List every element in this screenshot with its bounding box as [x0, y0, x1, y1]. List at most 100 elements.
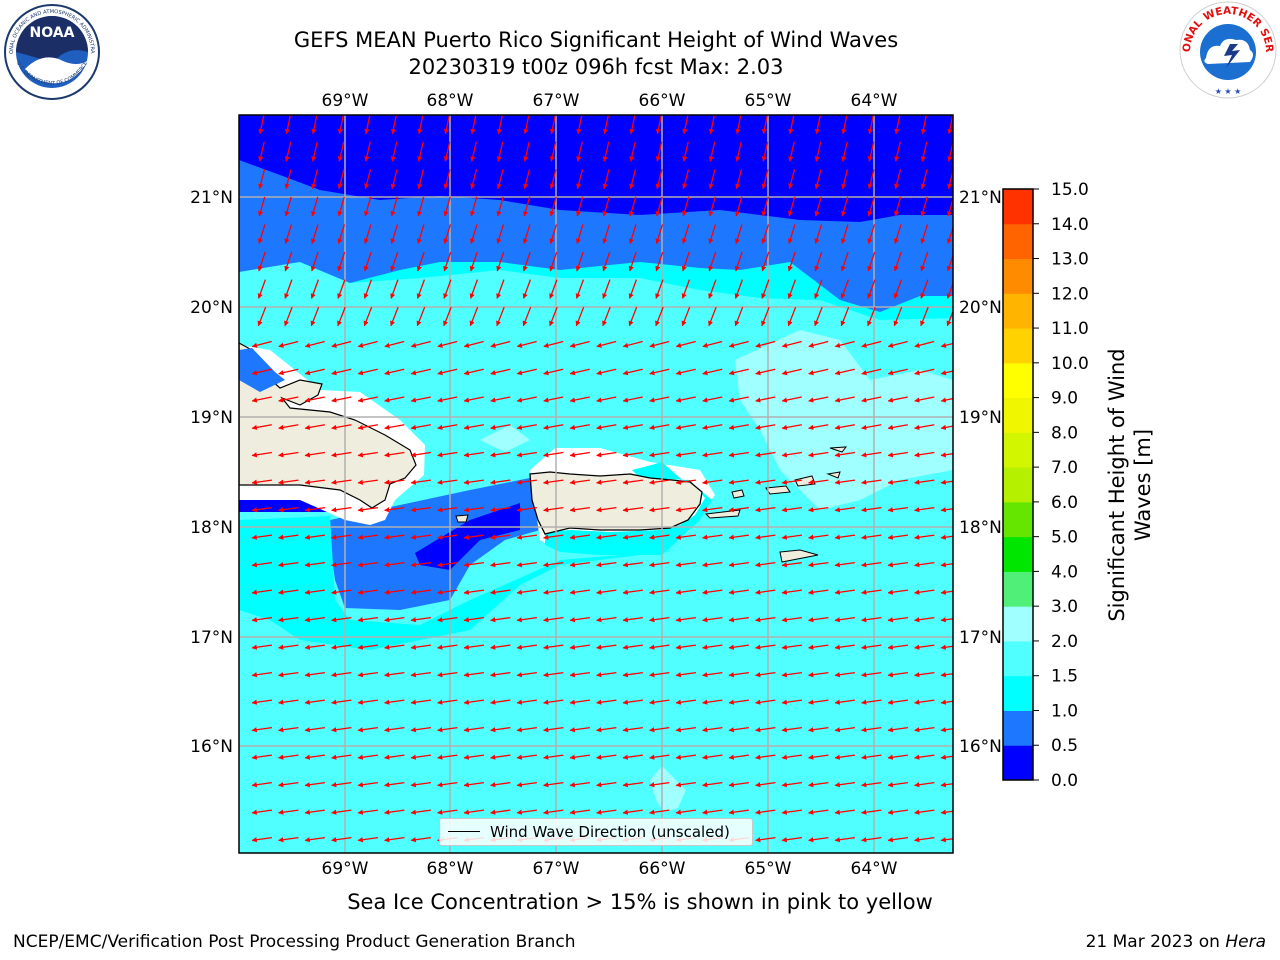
wave-arrow — [861, 699, 882, 705]
colorbar-segment — [1003, 571, 1033, 607]
wave-arrow — [728, 451, 749, 458]
wave-arrow — [463, 781, 484, 788]
svg-text:★ ★ ★: ★ ★ ★ — [1215, 87, 1242, 96]
wave-arrow — [735, 141, 742, 162]
wave-arrow — [463, 479, 484, 485]
wave-arrow — [549, 306, 558, 327]
wave-arrow — [410, 836, 431, 843]
wave-arrow — [410, 589, 431, 595]
wave-arrow — [834, 589, 855, 595]
wave-arrow — [310, 306, 320, 327]
colorbar-segment — [1003, 223, 1033, 260]
wave-arrow — [914, 506, 935, 513]
wave-arrow — [602, 306, 611, 327]
wave-arrow — [675, 340, 696, 348]
wave-arrow — [840, 306, 850, 327]
wave-arrow — [702, 616, 723, 623]
wave-arrow — [655, 251, 664, 272]
wave-arrow — [363, 224, 372, 245]
wave-arrow — [410, 726, 431, 733]
wave-arrow — [655, 115, 663, 135]
wave-arrow — [490, 368, 511, 376]
wave-arrow — [914, 561, 935, 568]
wave-arrow — [569, 589, 590, 595]
colorbar-segment — [1003, 675, 1033, 711]
wave-arrow — [516, 781, 537, 788]
wave-arrow — [390, 115, 398, 135]
wave-arrow — [834, 726, 855, 733]
wave-arrow — [655, 279, 664, 299]
wave-arrow — [437, 534, 458, 540]
wave-arrow — [331, 809, 352, 815]
wave-arrow — [516, 644, 537, 650]
wave-arrow — [702, 424, 723, 430]
wave-arrow — [357, 506, 378, 513]
wave-arrow — [304, 506, 325, 513]
wave-arrow — [755, 506, 776, 513]
wave-arrow — [728, 424, 749, 430]
wave-arrow — [443, 196, 451, 217]
wave-arrow — [543, 340, 564, 348]
wave-arrow — [682, 115, 689, 135]
wave-arrow — [437, 479, 458, 485]
wave-arrow — [284, 115, 292, 135]
wave-arrow — [437, 561, 458, 568]
wave-arrow — [708, 251, 717, 272]
wave-arrow — [410, 616, 431, 623]
wave-arrow — [278, 396, 299, 403]
wave-arrow — [331, 340, 352, 348]
wave-arrow — [543, 616, 564, 623]
wave-arrow — [463, 644, 484, 650]
wave-arrow — [569, 506, 590, 513]
wave-arrow — [861, 836, 882, 843]
wave-height-field — [239, 115, 953, 853]
wave-arrow — [655, 169, 663, 190]
wave-arrow — [443, 251, 452, 272]
wave-arrow — [649, 726, 670, 733]
wave-arrow — [755, 451, 776, 458]
map-gridlines — [239, 115, 953, 853]
wave-arrow — [522, 251, 531, 272]
wave-arrow — [384, 644, 405, 650]
wave-arrow — [920, 115, 928, 135]
wave-arrow — [887, 616, 908, 623]
wave-arrow — [761, 196, 769, 217]
wave-arrow — [940, 837, 953, 843]
wave-arrow — [887, 699, 908, 705]
wave-arrow — [914, 836, 935, 843]
wave-arrow — [410, 424, 431, 430]
wave-arrow — [834, 396, 855, 403]
wave-arrow — [946, 309, 953, 327]
wave-arrow — [914, 781, 935, 788]
wave-arrow — [575, 224, 584, 245]
wave-arrow — [728, 644, 749, 650]
wave-arrow — [417, 141, 424, 162]
colorbar-segment — [1003, 467, 1033, 503]
wave-arrow — [251, 479, 272, 485]
wave-arrow — [681, 251, 690, 272]
lat-label-right: 21°N — [959, 188, 1002, 208]
wave-arrow — [304, 396, 325, 403]
wave-arrow — [914, 616, 935, 623]
wave-arrow — [470, 169, 478, 190]
wave-arrow — [596, 479, 617, 485]
colorbar-segment — [1003, 745, 1033, 781]
wave-arrow — [596, 781, 617, 788]
wave-arrow — [808, 340, 829, 348]
wave-arrow — [622, 396, 643, 403]
wave-arrow — [596, 671, 617, 678]
colorbar-tick-label: 1.0 — [1051, 701, 1078, 721]
wave-arrow — [781, 809, 802, 815]
wave-arrow — [569, 616, 590, 623]
wave-arrow — [861, 561, 882, 568]
wave-arrow — [549, 115, 557, 135]
wave-arrow — [516, 589, 537, 595]
wave-arrow — [357, 534, 378, 540]
wave-arrow — [602, 141, 610, 162]
wave-arrow — [940, 370, 953, 376]
wave-arrow — [622, 561, 643, 568]
wave-arrow — [702, 451, 723, 458]
wave-arrow — [304, 671, 325, 678]
wave-arrow — [920, 279, 929, 299]
colorbar-segment — [1003, 293, 1033, 329]
